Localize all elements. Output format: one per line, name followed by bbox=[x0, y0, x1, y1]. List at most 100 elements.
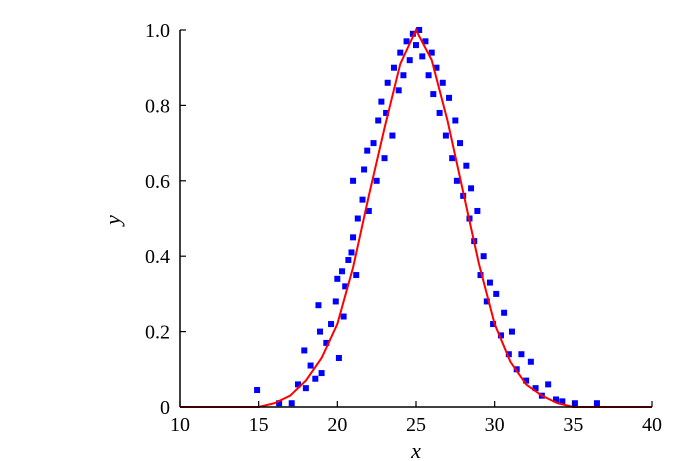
scatter-point bbox=[518, 351, 525, 358]
scatter-point bbox=[317, 328, 324, 335]
scatter-point bbox=[559, 398, 566, 405]
scatter-point bbox=[365, 207, 372, 214]
scatter-point bbox=[403, 38, 410, 45]
x-tick-label: 10 bbox=[170, 414, 190, 436]
scatter-point bbox=[359, 196, 366, 203]
scatter-point bbox=[364, 147, 371, 154]
scatter-point bbox=[395, 87, 402, 94]
scatter-point bbox=[328, 321, 335, 328]
scatter-point bbox=[378, 98, 385, 105]
scatter-point bbox=[345, 256, 352, 263]
scatter-point bbox=[446, 94, 453, 101]
scatter-point bbox=[501, 309, 508, 316]
x-tick-label: 15 bbox=[249, 414, 269, 436]
scatter-point bbox=[370, 140, 377, 147]
y-axis-label: y bbox=[100, 215, 125, 227]
scatter-point bbox=[301, 347, 308, 354]
scatter-point bbox=[295, 381, 301, 388]
plot-area bbox=[180, 27, 652, 408]
scatter-point bbox=[390, 64, 397, 71]
scatter-point bbox=[381, 155, 388, 162]
scatter-point bbox=[419, 53, 426, 60]
scatter-point bbox=[545, 381, 552, 388]
scatter-point bbox=[409, 30, 416, 37]
scatter-point bbox=[532, 385, 539, 392]
scatter-point bbox=[332, 298, 339, 305]
scatter-point bbox=[375, 117, 382, 124]
scatter-point bbox=[490, 321, 497, 328]
scatter-point bbox=[288, 400, 295, 407]
scatter-point bbox=[425, 72, 432, 79]
y-tick-label: 1.0 bbox=[145, 20, 170, 42]
scatter-point bbox=[354, 215, 361, 222]
fit-curve bbox=[180, 27, 652, 408]
scatter-point bbox=[457, 140, 464, 147]
scatter-point bbox=[474, 207, 481, 214]
scatter-point bbox=[335, 354, 342, 361]
x-tick-label: 25 bbox=[406, 414, 426, 436]
scatter-point bbox=[361, 166, 368, 173]
y-tick-label: 0.4 bbox=[145, 246, 170, 268]
scatter-point bbox=[318, 370, 325, 377]
x-tick-label: 30 bbox=[485, 414, 505, 436]
scatter-point bbox=[497, 332, 504, 339]
scatter-point bbox=[428, 49, 435, 56]
scatter-point bbox=[307, 362, 314, 369]
y-tick-label: 0.6 bbox=[145, 171, 170, 193]
scatter-point bbox=[523, 377, 530, 384]
x-tick-label: 40 bbox=[642, 414, 662, 436]
scatter-point bbox=[339, 268, 346, 275]
x-tick-label: 35 bbox=[563, 414, 583, 436]
scatter-point bbox=[276, 400, 283, 407]
y-axis: 0 0.2 0.4 0.6 0.8 1.0 bbox=[145, 20, 186, 419]
scatter-point bbox=[413, 42, 419, 49]
scatter-point bbox=[436, 109, 443, 116]
scatter-point bbox=[353, 272, 360, 279]
scatter-point bbox=[342, 283, 349, 290]
scatter-point bbox=[323, 339, 330, 346]
x-axis-label: x bbox=[410, 438, 421, 461]
y-tick-label: 0 bbox=[160, 397, 170, 419]
scatter-point bbox=[480, 253, 487, 260]
scatter-point bbox=[439, 79, 446, 86]
x-tick-label: 20 bbox=[327, 414, 347, 436]
scatter-point bbox=[505, 351, 512, 358]
scatter-point bbox=[449, 155, 456, 162]
scatter-point bbox=[571, 400, 578, 407]
scatter-point bbox=[483, 298, 490, 305]
scatter-point bbox=[373, 177, 380, 184]
scatter-point bbox=[477, 272, 484, 279]
y-tick-label: 0.2 bbox=[145, 322, 170, 344]
scatter-point bbox=[383, 109, 390, 116]
scatter-point bbox=[315, 302, 322, 309]
scatter-point bbox=[422, 38, 429, 45]
scatter-point bbox=[350, 177, 357, 184]
scatter-point bbox=[254, 387, 261, 394]
scatter-point bbox=[442, 132, 449, 139]
scatter-point bbox=[389, 132, 396, 139]
scatter-point bbox=[406, 57, 413, 64]
x-axis: 10 15 20 25 30 35 40 bbox=[170, 401, 662, 436]
scatter-point bbox=[593, 400, 600, 407]
scatter-point bbox=[350, 234, 357, 241]
scatter-point bbox=[384, 79, 391, 86]
scatter-point bbox=[468, 185, 475, 192]
scatter-point bbox=[312, 375, 319, 382]
scatter-point bbox=[416, 27, 423, 33]
scatter-point bbox=[493, 290, 500, 297]
scatter-point bbox=[553, 396, 560, 403]
scatter-point bbox=[334, 275, 341, 282]
scatter-point bbox=[433, 64, 440, 71]
scatter-point bbox=[302, 385, 309, 392]
y-tick-label: 0.8 bbox=[145, 95, 170, 117]
scatter-point bbox=[400, 72, 407, 79]
scatter-point bbox=[340, 313, 347, 320]
scatter-point bbox=[463, 162, 470, 169]
scatter-point bbox=[527, 358, 534, 365]
scatter-point bbox=[430, 91, 437, 98]
scatter-point bbox=[348, 249, 355, 256]
scatter-point bbox=[452, 117, 459, 124]
scatter-point bbox=[397, 49, 404, 56]
scatter-point bbox=[508, 328, 515, 335]
